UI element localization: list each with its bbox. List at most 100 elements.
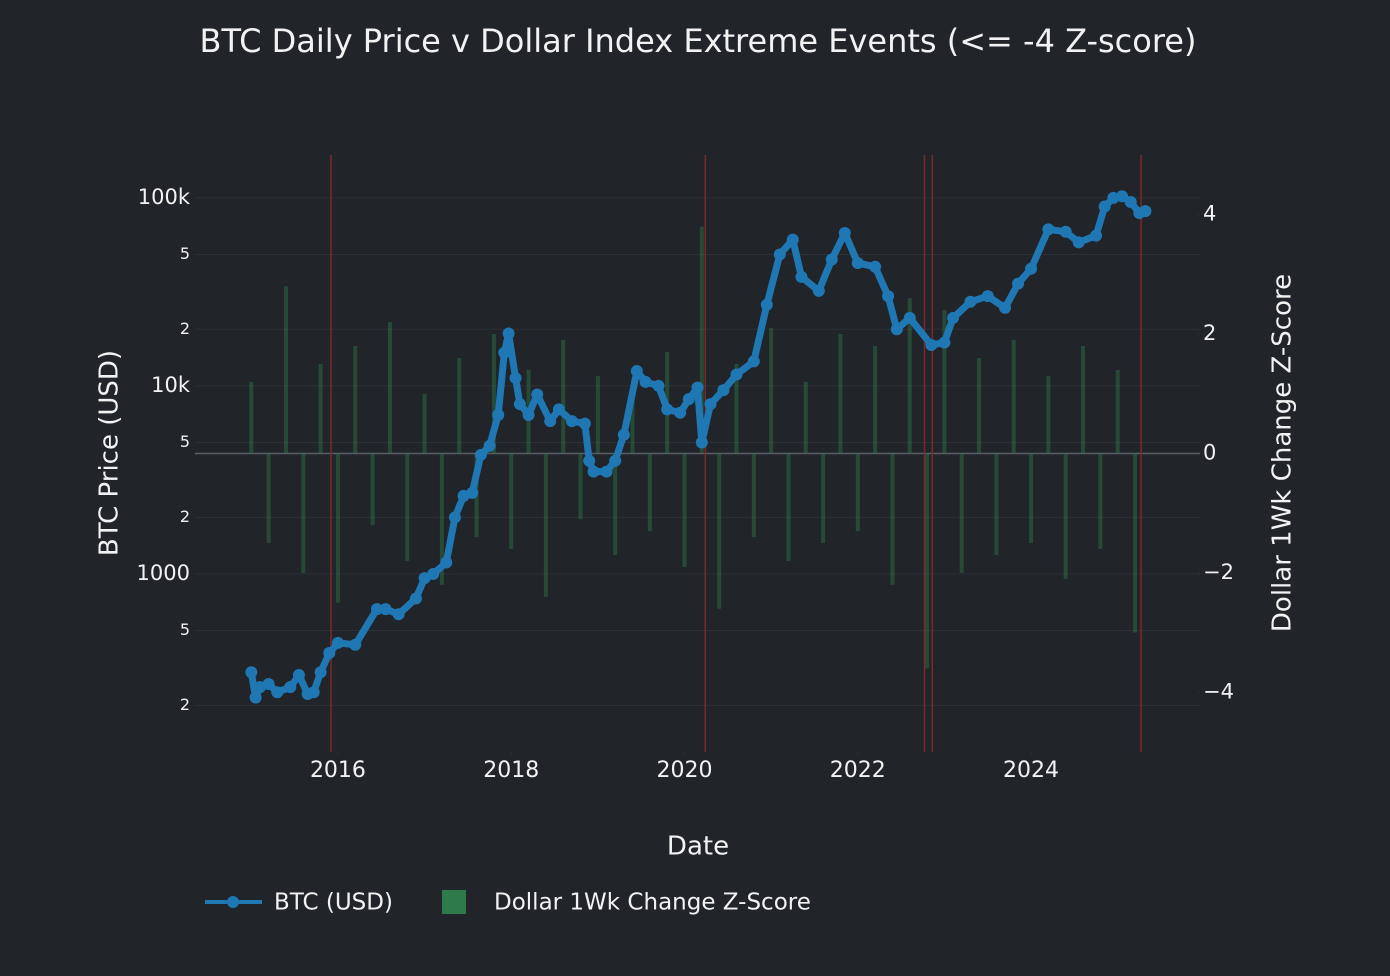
z-score-bar [925,453,930,669]
price-marker [730,368,743,381]
price-marker [869,260,882,273]
z-score-bar [1046,375,1051,454]
price-marker [947,311,960,324]
z-score-bar [699,226,704,454]
y2-tick-label: 2 [1203,321,1216,345]
z-score-bar [1098,453,1103,550]
price-marker [717,384,730,397]
z-score-bar [1133,453,1138,633]
z-score-bar [647,453,652,532]
z-score-bar [751,453,756,538]
price-marker [773,248,786,261]
z-score-bar [405,453,410,561]
price-marker [565,415,578,428]
y2-tick-label: 0 [1203,441,1216,465]
price-marker [600,465,613,478]
price-marker [1098,200,1111,213]
z-score-bar [283,286,288,454]
z-score-bar [249,381,254,454]
price-marker [682,393,695,406]
price-marker [544,415,557,428]
y-axis-title: BTC Price (USD) [95,350,125,556]
price-marker [999,301,1012,314]
z-score-bar [457,357,462,454]
legend-marker [227,896,239,908]
z-score-bar [769,328,774,454]
z-score-bar [907,298,912,454]
z-score-bar [491,334,496,454]
z-score-bar [509,453,514,550]
price-marker [812,284,825,297]
price-marker [392,608,405,621]
price-marker [964,295,977,308]
z-score-bar [855,453,860,532]
price-marker [292,669,305,682]
price-marker [1124,196,1137,209]
price-marker [245,666,258,679]
z-score-bar [890,453,895,585]
legend-label: BTC (USD) [274,890,393,916]
price-marker [509,372,522,385]
y-tick-label: 2 [180,319,190,338]
z-score-bar [370,453,375,526]
y-tick-label: 1000 [137,561,190,585]
price-marker [938,336,951,349]
y-tick-label: 5 [180,432,190,451]
z-score-bar [994,453,999,555]
price-marker [552,403,565,416]
price-marker [349,638,362,651]
z-score-bar [942,310,947,454]
y-tick-label: 5 [180,244,190,263]
z-score-bar [1011,340,1016,454]
y-tick-label: 2 [180,695,190,714]
x-tick-label: 2018 [483,758,539,783]
price-marker [825,253,838,266]
price-marker [262,677,275,690]
price-marker [1139,205,1152,218]
z-score-bar [1029,453,1034,544]
price-marker [851,257,864,270]
z-score-bar [1063,453,1068,579]
price-marker [370,603,383,616]
price-marker [314,666,327,679]
price-marker [609,454,622,467]
z-score-bar [543,453,548,597]
y-tick-label: 100k [138,185,191,209]
price-marker [981,290,994,303]
y2-tick-label: −2 [1203,560,1234,584]
z-score-bar [873,346,878,454]
y2-tick-label: 4 [1203,202,1216,226]
z-score-bar [266,453,271,544]
price-marker [271,686,284,699]
y2-axis-title: Dollar 1Wk Change Z-Score [1268,274,1298,632]
x-tick-label: 2020 [657,758,713,783]
z-score-bar [387,322,392,454]
price-marker [639,375,652,388]
x-axis-title: Date [667,832,729,862]
z-score-bar [422,393,427,454]
z-score-bar [595,375,600,454]
z-score-bar [786,453,791,561]
z-score-bar [838,334,843,454]
y-tick-label: 2 [180,507,190,526]
price-marker [1042,223,1055,236]
price-marker [522,409,535,422]
legend-swatch [442,890,466,914]
price-marker [513,398,526,411]
price-marker [331,636,344,649]
price-marker [284,681,297,694]
price-marker [1072,236,1085,249]
y2-tick-label: −4 [1203,679,1234,703]
x-tick-label: 2024 [1003,758,1059,783]
price-marker [583,454,596,467]
price-marker [249,691,262,704]
price-marker [466,486,479,499]
price-marker [1116,190,1129,203]
z-score-bar [561,340,566,454]
z-score-bar [318,363,323,454]
price-marker [1025,262,1038,275]
price-marker [786,233,799,246]
z-score-bar [682,453,687,567]
price-marker [890,323,903,336]
